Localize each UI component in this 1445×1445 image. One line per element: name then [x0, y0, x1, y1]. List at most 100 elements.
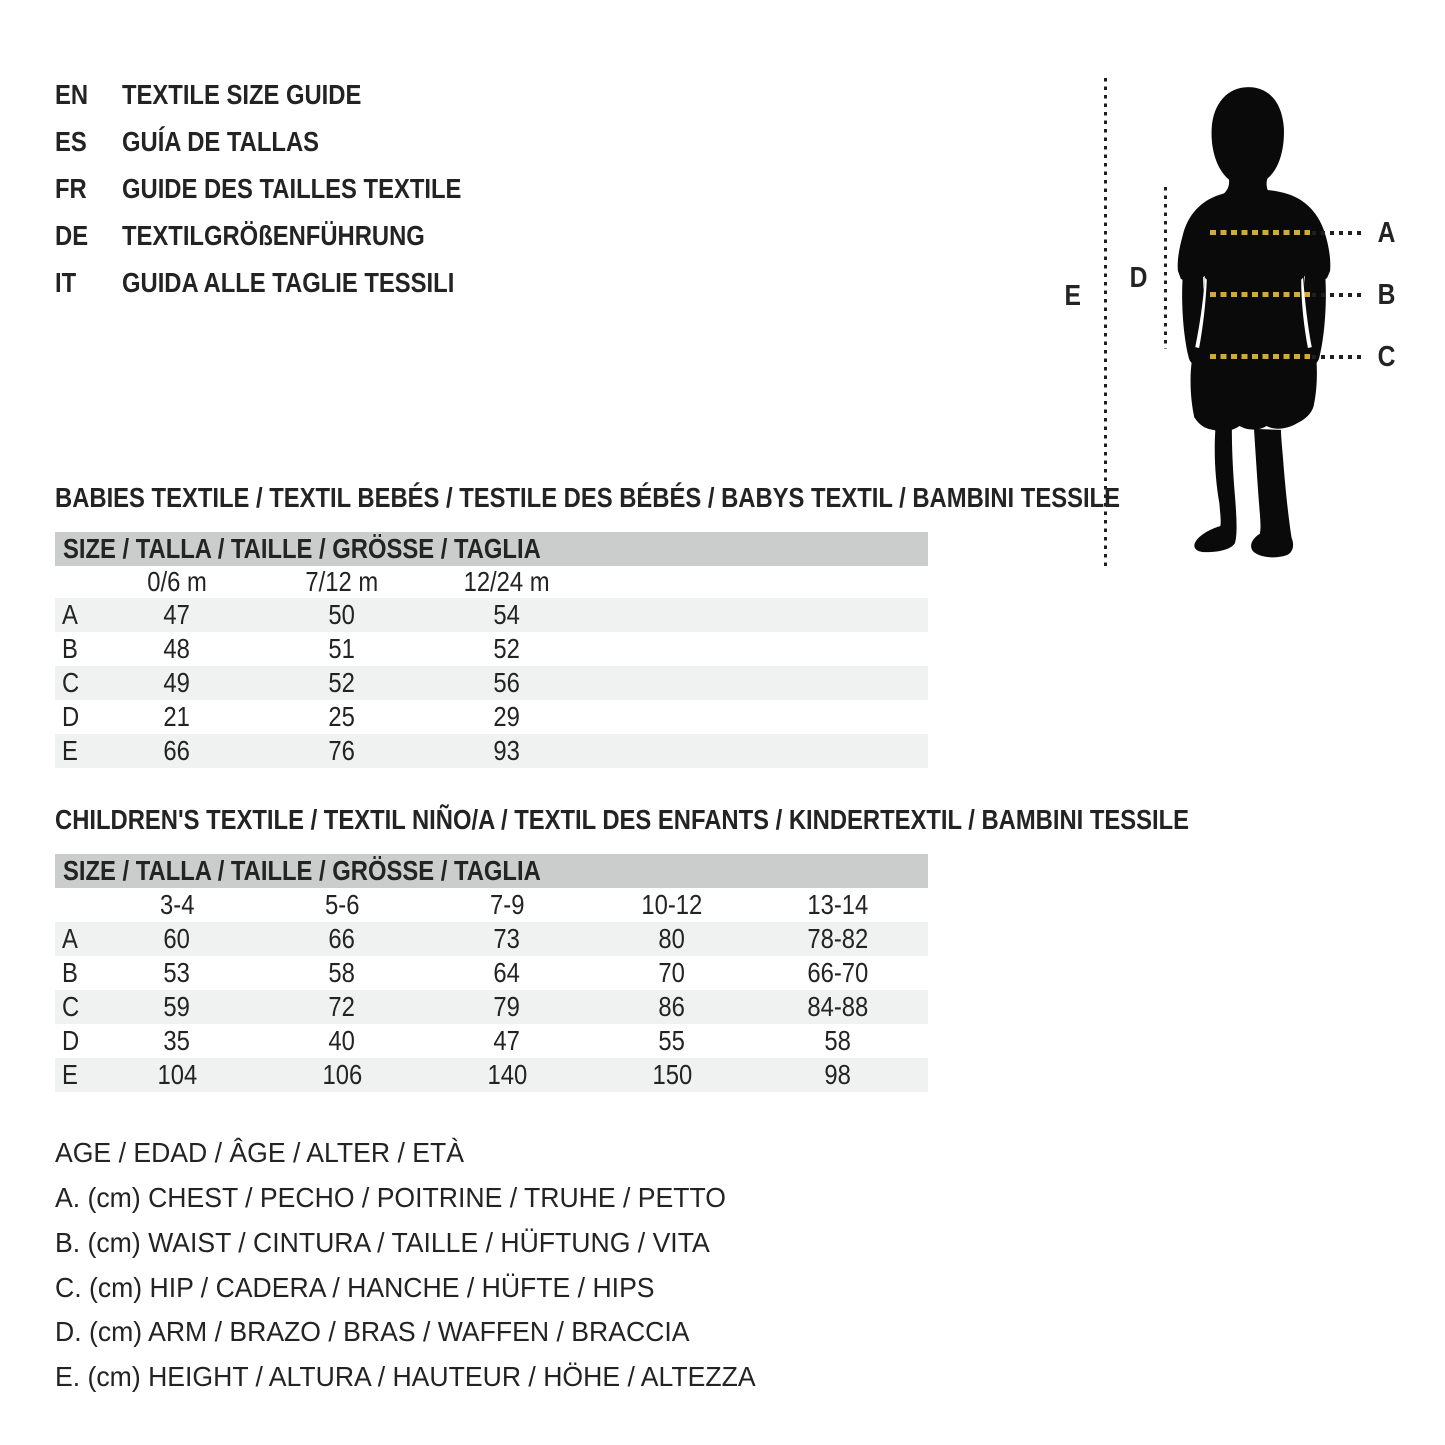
hip-label: C: [1377, 341, 1396, 373]
row-label: D: [62, 1025, 80, 1056]
legend-line-waist: B. (cm) WAIST / CINTURA / TAILLE / HÜFTU…: [55, 1227, 710, 1258]
lang-title-it: GUIDA ALLE TAGLIE TESSILI: [122, 267, 455, 298]
table-cell: 79: [493, 991, 521, 1022]
children-column-header-row: 3-4 5-6 7-9 10-12 13-14: [55, 888, 928, 922]
table-cell: 140: [487, 1059, 527, 1090]
table-cell: 52: [493, 633, 521, 664]
table-row: B 48 51 52: [55, 632, 928, 666]
table-cell: 76: [328, 735, 356, 766]
legend-line-arm: D. (cm) ARM / BRAZO / BRAS / WAFFEN / BR…: [55, 1316, 690, 1347]
legend-line-hip: C. (cm) HIP / CADERA / HANCHE / HÜFTE / …: [55, 1272, 655, 1303]
table-cell: 47: [493, 1025, 521, 1056]
table-cell: 70: [658, 957, 686, 988]
table-cell: 106: [322, 1059, 362, 1090]
children-col-1: 5-6: [324, 889, 360, 920]
table-row: A 60 66 73 80 78-82: [55, 922, 928, 956]
arm-label: D: [1129, 262, 1148, 294]
waist-label: B: [1377, 279, 1396, 311]
table-cell: 25: [328, 701, 356, 732]
chest-label: A: [1377, 217, 1396, 249]
children-col-0: 3-4: [159, 889, 195, 920]
row-label: D: [62, 701, 80, 732]
table-cell: 73: [493, 923, 521, 954]
table-cell: 56: [493, 667, 521, 698]
lang-title-fr: GUIDE DES TAILLES TEXTILE: [122, 173, 462, 204]
row-label: E: [62, 735, 78, 766]
children-size-header-label: SIZE / TALLA / TAILLE / GRÖSSE / TAGLIA: [63, 855, 541, 886]
table-cell: 72: [328, 991, 356, 1022]
lang-code-es: ES: [55, 126, 87, 157]
table-cell: 48: [163, 633, 191, 664]
row-label: B: [62, 633, 78, 664]
table-row: D 35 40 47 55 58: [55, 1024, 928, 1058]
lang-title-de: TEXTILGRÖßENFÜHRUNG: [122, 220, 425, 251]
height-label: E: [1064, 280, 1081, 312]
children-section-title: CHILDREN'S TEXTILE / TEXTIL NIÑO/A / TEX…: [55, 804, 1190, 835]
children-size-header-bar: SIZE / TALLA / TAILLE / GRÖSSE / TAGLIA: [55, 854, 928, 888]
babies-col-1: 7/12 m: [305, 566, 379, 597]
table-cell: 80: [658, 923, 686, 954]
table-row: D 21 25 29: [55, 700, 928, 734]
hip-dash-line: [1210, 354, 1310, 359]
chest-leader-line: [1312, 231, 1364, 235]
table-row: A 47 50 54: [55, 598, 928, 632]
table-cell: 49: [163, 667, 191, 698]
table-cell: 59: [163, 991, 191, 1022]
chest-dash-line: [1210, 230, 1310, 235]
table-cell: 35: [163, 1025, 191, 1056]
babies-section-title: BABIES TEXTILE / TEXTIL BEBÉS / TESTILE …: [55, 482, 1120, 513]
table-cell: 58: [824, 1025, 852, 1056]
row-label: E: [62, 1059, 78, 1090]
table-cell: 150: [652, 1059, 692, 1090]
table-cell: 66: [328, 923, 356, 954]
table-cell: 64: [493, 957, 521, 988]
table-cell: 104: [157, 1059, 197, 1090]
table-cell: 66: [163, 735, 191, 766]
table-cell: 47: [163, 599, 191, 630]
babies-size-header-label: SIZE / TALLA / TAILLE / GRÖSSE / TAGLIA: [63, 533, 541, 564]
table-cell: 52: [328, 667, 356, 698]
children-col-2: 7-9: [489, 889, 525, 920]
table-cell: 40: [328, 1025, 356, 1056]
lang-code-de: DE: [55, 220, 89, 251]
children-col-4: 13-14: [807, 889, 869, 920]
table-cell: 84-88: [807, 991, 869, 1022]
table-cell: 55: [658, 1025, 686, 1056]
table-cell: 53: [163, 957, 191, 988]
table-cell: 54: [493, 599, 521, 630]
hip-leader-line: [1312, 355, 1364, 359]
row-label: A: [62, 923, 78, 954]
row-label: B: [62, 957, 78, 988]
table-cell: 50: [328, 599, 356, 630]
legend-line-chest: A. (cm) CHEST / PECHO / POITRINE / TRUHE…: [55, 1182, 726, 1213]
children-col-3: 10-12: [641, 889, 703, 920]
babies-col-2: 12/24 m: [463, 566, 550, 597]
lang-code-it: IT: [55, 267, 77, 298]
lang-title-en: TEXTILE SIZE GUIDE: [122, 79, 362, 110]
table-cell: 58: [328, 957, 356, 988]
row-label: C: [62, 991, 80, 1022]
lang-code-fr: FR: [55, 173, 87, 204]
table-row: E 66 76 93: [55, 734, 928, 768]
waist-dash-line: [1210, 292, 1310, 297]
lang-code-en: EN: [55, 79, 89, 110]
legend-line-age: AGE / EDAD / ÂGE / ALTER / ETÀ: [55, 1137, 464, 1168]
table-row: E 104 106 140 150 98: [55, 1058, 928, 1092]
table-cell: 98: [824, 1059, 852, 1090]
arm-measure-line: [1164, 187, 1167, 349]
legend-line-height: E. (cm) HEIGHT / ALTURA / HAUTEUR / HÖHE…: [55, 1361, 756, 1392]
table-cell: 51: [328, 633, 356, 664]
lang-title-es: GUÍA DE TALLAS: [122, 126, 320, 157]
table-row: B 53 58 64 70 66-70: [55, 956, 928, 990]
table-row: C 59 72 79 86 84-88: [55, 990, 928, 1024]
height-measure-line: [1104, 78, 1107, 566]
row-label: C: [62, 667, 80, 698]
babies-col-0: 0/6 m: [147, 566, 207, 597]
table-cell: 66-70: [807, 957, 869, 988]
babies-size-header-bar: SIZE / TALLA / TAILLE / GRÖSSE / TAGLIA: [55, 532, 928, 566]
table-cell: 78-82: [807, 923, 869, 954]
table-cell: 21: [163, 701, 191, 732]
table-cell: 93: [493, 735, 521, 766]
child-silhouette: [1177, 87, 1331, 558]
